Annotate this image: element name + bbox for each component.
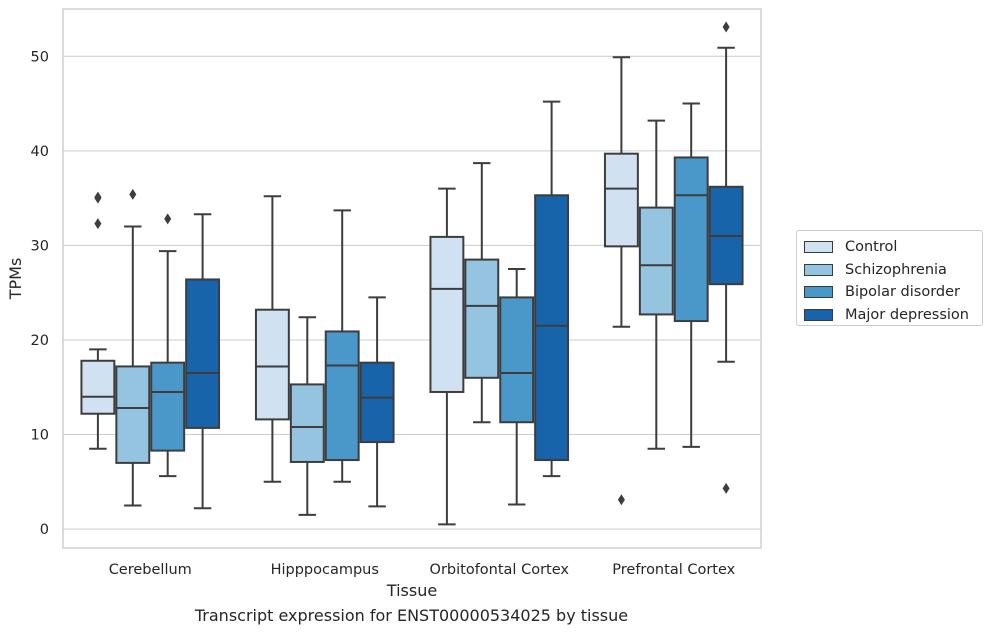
box-control xyxy=(80,359,116,415)
legend-label: Bipolar disorder xyxy=(845,284,960,301)
box-major-depression xyxy=(534,194,570,462)
outlier-point xyxy=(617,494,625,506)
y-tick-label: 0 xyxy=(40,522,49,538)
y-tick-label: 20 xyxy=(31,333,49,349)
x-tick-label: Orbitofontal Cortex xyxy=(430,562,570,578)
box-schizophrenia xyxy=(464,258,500,379)
y-axis-label: TPMs xyxy=(6,258,25,301)
legend-item: Control xyxy=(804,236,982,259)
y-tick-label: 30 xyxy=(31,238,49,254)
outlier-point xyxy=(94,191,102,203)
y-tick-label: 50 xyxy=(31,49,49,65)
box-schizophrenia xyxy=(289,383,325,463)
legend: Control Schizophrenia Bipolar disorder Majo… xyxy=(796,230,983,326)
legend-label: Major depression xyxy=(845,306,969,323)
box-control xyxy=(603,152,639,248)
y-tick-label: 40 xyxy=(31,144,49,160)
outlier-point xyxy=(722,21,730,33)
box-control xyxy=(429,235,465,393)
x-tick-label: Cerebellum xyxy=(109,562,192,578)
x-tick-label: Hipppocampus xyxy=(271,562,379,578)
box-bipolar-disorder xyxy=(324,330,360,462)
legend-label: Control xyxy=(845,239,898,256)
x-axis-label: Tissue xyxy=(386,581,437,600)
figure-caption: Transcript expression for ENST0000053402… xyxy=(194,606,629,625)
box-bipolar-disorder xyxy=(150,361,186,452)
outlier-point xyxy=(129,188,137,200)
legend-swatch xyxy=(804,308,833,321)
box-bipolar-disorder xyxy=(673,156,709,323)
outlier-point xyxy=(164,213,172,225)
outlier-point xyxy=(94,218,102,230)
legend-label: Schizophrenia xyxy=(845,261,947,278)
x-tick-label: Prefrontal Cortex xyxy=(612,562,735,578)
box-control xyxy=(254,308,290,421)
legend-item: Schizophrenia xyxy=(804,259,982,282)
legend-item: Bipolar disorder xyxy=(804,281,982,304)
box-schizophrenia xyxy=(638,206,674,316)
box-bipolar-disorder xyxy=(499,296,535,424)
box-major-depression xyxy=(185,278,221,429)
plot-frame xyxy=(62,8,762,549)
y-tick-label: 10 xyxy=(31,428,49,444)
legend-swatch xyxy=(804,241,833,254)
legend-item: Major depression xyxy=(804,304,982,327)
legend-swatch xyxy=(804,286,833,299)
legend-swatch xyxy=(804,263,833,276)
box-major-depression xyxy=(359,361,395,444)
outlier-point xyxy=(722,482,730,494)
box-schizophrenia xyxy=(115,365,151,464)
